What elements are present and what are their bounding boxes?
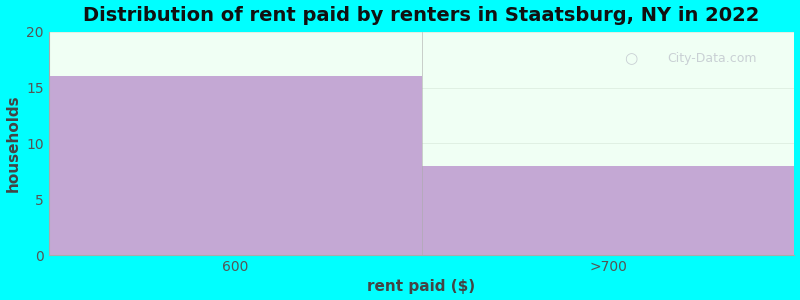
Y-axis label: households: households	[6, 94, 21, 192]
Bar	[49, 76, 422, 255]
X-axis label: rent paid ($): rent paid ($)	[367, 279, 475, 294]
Text: ○: ○	[624, 51, 637, 66]
Text: City-Data.com: City-Data.com	[668, 52, 757, 65]
Title: Distribution of rent paid by renters in Staatsburg, NY in 2022: Distribution of rent paid by renters in …	[83, 6, 760, 25]
Bar	[422, 166, 794, 255]
